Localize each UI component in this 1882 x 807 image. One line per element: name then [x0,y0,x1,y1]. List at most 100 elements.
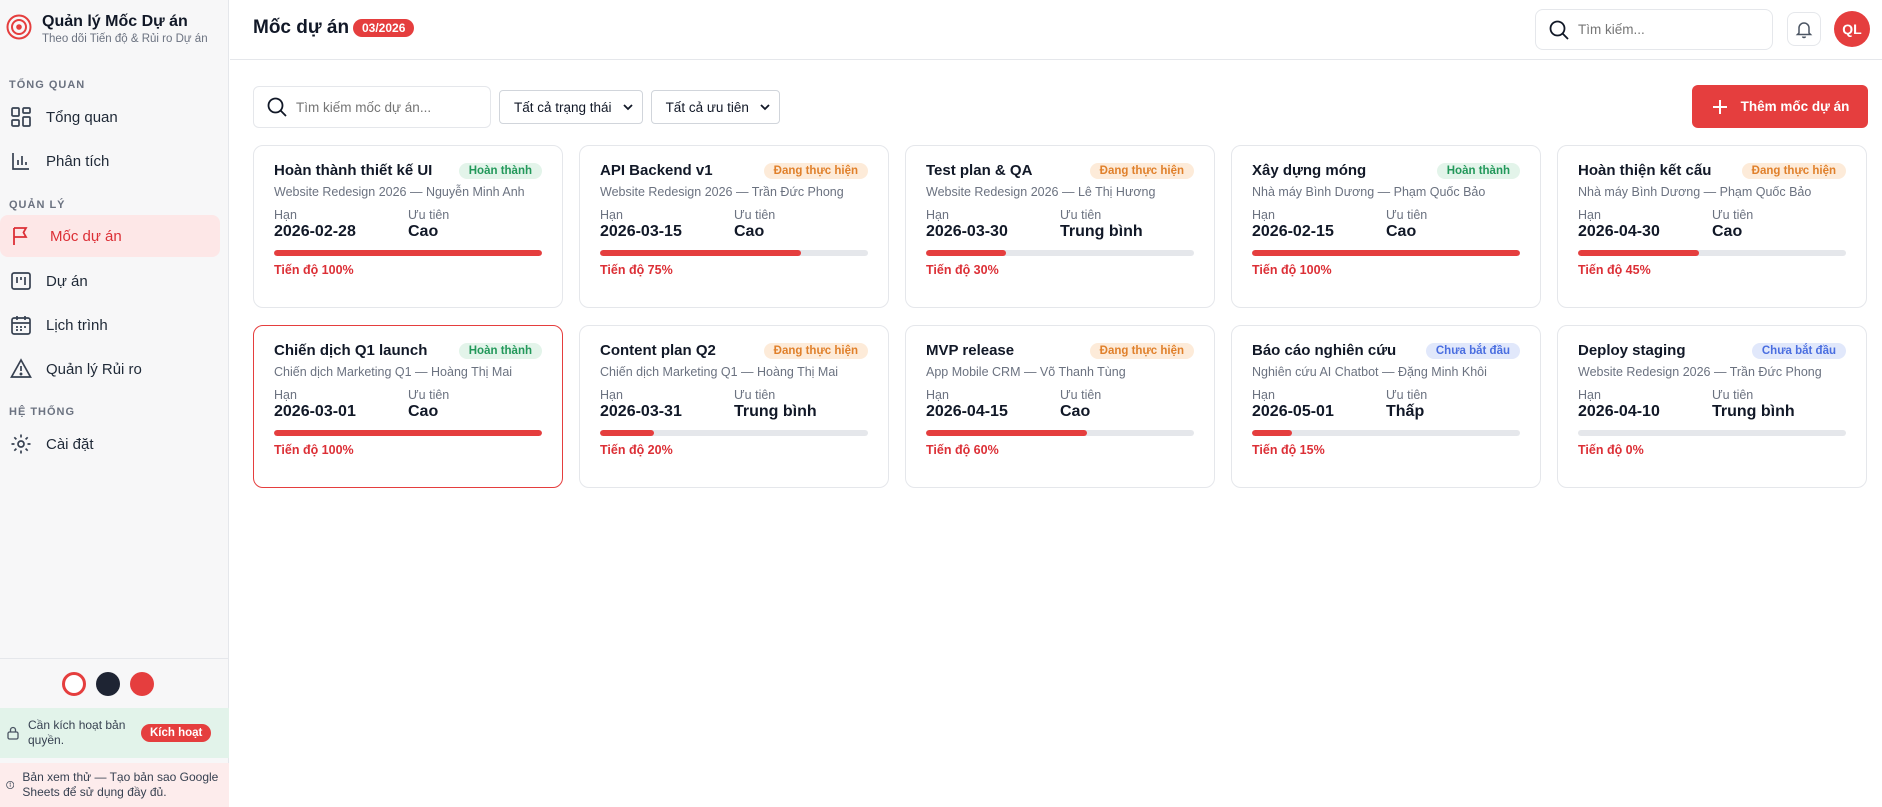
status-badge: Chưa bắt đầu [1425,342,1520,359]
warning-icon [10,358,32,378]
priority-label: Ưu tiên [1712,388,1754,402]
milestone-project-owner: Website Redesign 2026 — Lê Thị Hương [926,185,1156,199]
license-text: Cần kích hoạt bản quyền. [28,718,126,747]
status-badge: Đang thực hiện [1089,342,1194,359]
sidebar-item-label: Quản lý Rủi ro [46,360,142,378]
priority-label: Ưu tiên [1386,208,1428,222]
progress-text: Tiến độ 100% [274,443,354,457]
progress-bar-fill [600,250,801,256]
sidebar-item-schedule[interactable]: Lịch trình [0,304,220,346]
period-badge: 03/2026 [353,19,415,37]
sidebar-item-risk[interactable]: Quản lý Rủi ro [0,348,220,390]
progress-bar-fill [600,430,654,436]
priority-value: Trung bình [734,403,817,420]
progress-bar [274,250,542,256]
status-badge: Đang thực hiện [763,162,868,179]
milestone-card[interactable]: Xây dựng móng Hoàn thành Nhà máy Bình Dư… [1231,145,1541,308]
progress-bar [926,250,1194,256]
priority-label: Ưu tiên [1060,208,1102,222]
progress-bar [926,430,1194,436]
progress-text: Tiến độ 0% [1578,443,1644,457]
milestone-project-owner: Chiến dịch Marketing Q1 — Hoàng Thị Mai [274,365,513,379]
progress-bar [600,430,868,436]
sidebar-item-analytics[interactable]: Phân tích [0,140,220,182]
plus-icon [1712,99,1727,114]
add-milestone-button[interactable]: Thêm mốc dự án [1692,85,1868,128]
add-milestone-label: Thêm mốc dự án [1740,99,1850,114]
sidebar-item-milestones[interactable]: Mốc dự án [0,215,220,257]
deadline-label: Hạn [1578,388,1601,402]
priority-filter-select[interactable]: Tất cả ưu tiên [650,90,780,124]
license-notice: Cần kích hoạt bản quyền. Kích hoạt [0,708,229,758]
status-badge: Hoàn thành [458,342,542,359]
progress-text: Tiến độ 30% [926,263,999,277]
status-badge: Đang thực hiện [763,342,868,359]
activate-button[interactable]: Kích hoạt [141,724,212,742]
milestone-title: Chiến dịch Q1 launch [274,342,428,359]
priority-label: Ưu tiên [734,388,776,402]
milestone-title: API Backend v1 [600,162,713,179]
sidebar-item-label: Dự án [46,272,88,290]
milestone-project-owner: Nghiên cứu AI Chatbot — Đặng Minh Khôi [1252,365,1487,379]
progress-bar [274,430,542,436]
milestone-project-owner: Nhà máy Bình Dương — Phạm Quốc Bảo [1252,185,1486,199]
milestone-project-owner: Website Redesign 2026 — Trần Đức Phong [600,185,844,199]
chevron-down-icon [760,104,770,111]
milestone-card[interactable]: Test plan & QA Đang thực hiện Website Re… [905,145,1215,308]
priority-value: Cao [408,223,439,240]
deadline-label: Hạn [1578,208,1601,222]
notifications-button[interactable] [1787,12,1821,46]
deadline-value: 2026-03-15 [600,223,682,240]
progress-text: Tiến độ 15% [1252,443,1325,457]
milestone-card[interactable]: MVP release Đang thực hiện App Mobile CR… [905,325,1215,488]
milestone-project-owner: Website Redesign 2026 — Trần Đức Phong [1578,365,1822,379]
status-badge: Hoàn thành [458,162,542,179]
priority-label: Ưu tiên [734,208,776,222]
sidebar-item-settings[interactable]: Cài đặt [0,423,220,465]
priority-value: Cao [1060,403,1091,420]
theme-light-option[interactable] [62,672,86,696]
sidebar-item-projects[interactable]: Dự án [0,260,220,302]
global-search[interactable] [1535,9,1773,50]
sidebar-item-overview[interactable]: Tổng quan [0,96,220,138]
milestone-search-input[interactable] [296,99,456,115]
deadline-label: Hạn [926,388,949,402]
status-filter-select[interactable]: Tất cả trạng thái [499,90,643,124]
progress-text: Tiến độ 100% [274,263,354,277]
user-avatar[interactable]: QL [1834,11,1870,47]
target-logo-icon [6,14,32,40]
milestone-card[interactable]: Content plan Q2 Đang thực hiện Chiến dịc… [579,325,889,488]
brand-subtitle: Theo dõi Tiến độ & Rủi ro Dự án [42,33,208,45]
milestone-project-owner: Nhà máy Bình Dương — Phạm Quốc Bảo [1578,185,1812,199]
section-label-management: QUẢN LÝ [9,199,66,211]
deadline-value: 2026-03-30 [926,223,1008,240]
deadline-value: 2026-03-01 [274,403,356,420]
deadline-label: Hạn [600,208,623,222]
priority-value: Cao [734,223,765,240]
status-badge: Đang thực hiện [1741,162,1846,179]
priority-label: Ưu tiên [1712,208,1754,222]
progress-bar-fill [926,250,1007,256]
progress-text: Tiến độ 60% [926,443,999,457]
theme-dark-option[interactable] [96,672,120,696]
milestone-card[interactable]: API Backend v1 Đang thực hiện Website Re… [579,145,889,308]
milestone-card[interactable]: Hoàn thiện kết cấu Đang thực hiện Nhà má… [1557,145,1867,308]
priority-value: Cao [1386,223,1417,240]
progress-text: Tiến độ 20% [600,443,673,457]
milestone-card[interactable]: Deploy staging Chưa bắt đầu Website Rede… [1557,325,1867,488]
theme-red-option[interactable] [130,672,154,696]
milestone-search[interactable] [253,86,491,128]
deadline-value: 2026-04-10 [1578,403,1660,420]
milestone-card[interactable]: Hoàn thành thiết kế UI Hoàn thành Websit… [253,145,563,308]
progress-bar [600,250,868,256]
global-search-input[interactable] [1578,22,1738,37]
progress-bar [1578,250,1846,256]
progress-bar-fill [926,430,1087,436]
progress-bar [1252,250,1520,256]
brand[interactable]: Quản lý Mốc Dự án Theo dõi Tiến độ & Rủi… [6,12,208,46]
section-label-overview: TỔNG QUAN [9,79,86,91]
milestone-card[interactable]: Chiến dịch Q1 launch Hoàn thành Chiến dị… [253,325,563,488]
milestone-card[interactable]: Báo cáo nghiên cứu Chưa bắt đầu Nghiên c… [1231,325,1541,488]
milestone-grid: Hoàn thành thiết kế UI Hoàn thành Websit… [253,145,1867,488]
deadline-value: 2026-02-28 [274,223,356,240]
